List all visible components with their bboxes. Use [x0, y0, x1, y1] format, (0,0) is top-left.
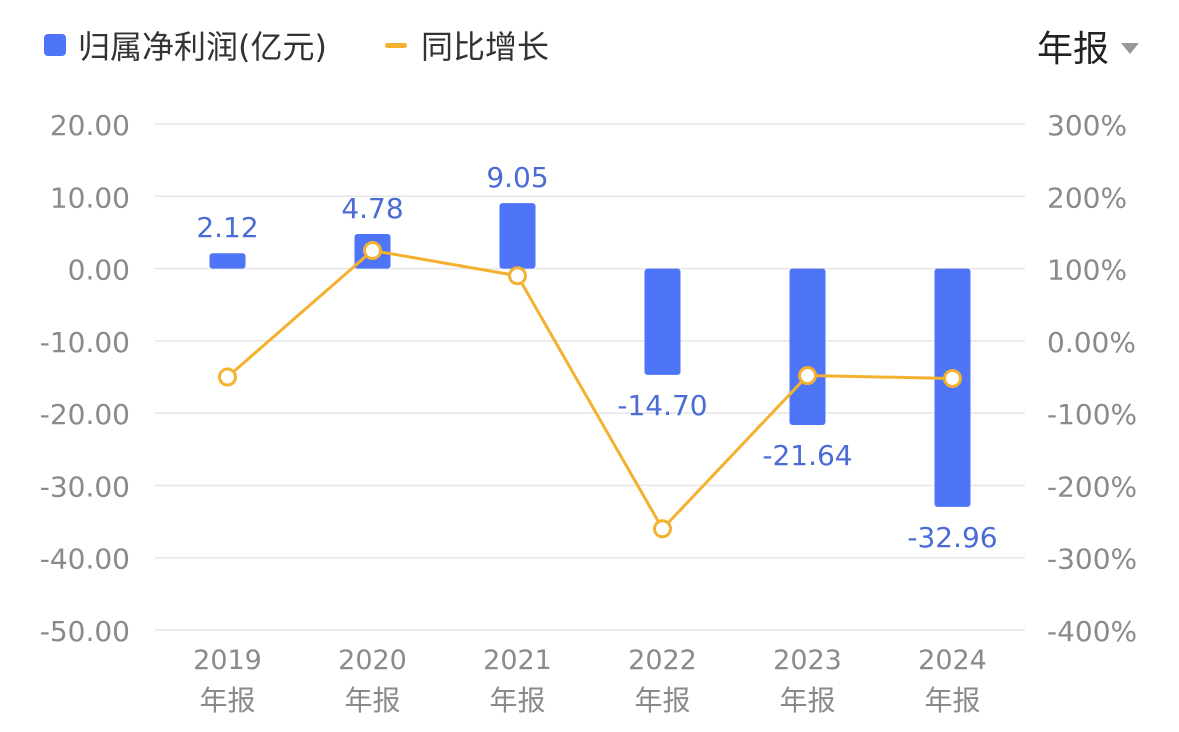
x-tick-label-year: 2022: [628, 645, 697, 676]
y-right-tick-label: 100%: [1047, 254, 1127, 287]
x-tick-label-period: 年报: [199, 684, 255, 717]
y-left-tick-label: 10.00: [50, 181, 130, 214]
y-right-tick-label: 0.00%: [1047, 326, 1136, 359]
bar-swatch-icon: [44, 34, 66, 56]
y-left-tick-label: -10.00: [40, 326, 130, 359]
y-right-tick-label: -100%: [1047, 398, 1137, 431]
growth-point: [653, 519, 672, 539]
y-right-tick-label: -300%: [1047, 543, 1137, 576]
growth-point: [363, 241, 382, 260]
bar-value-label: 4.78: [341, 192, 403, 225]
legend: 归属净利润(亿元) 同比增长: [44, 22, 607, 68]
x-tick-label-period: 年报: [779, 684, 835, 717]
x-tick-label-period: 年报: [344, 684, 400, 717]
y-right-tick-label: -400%: [1047, 615, 1137, 648]
y-left-tick-label: 0.00: [68, 254, 130, 287]
growth-point: [218, 367, 237, 387]
y-left-tick-label: 20.00: [50, 109, 130, 142]
legend-item-net-profit[interactable]: 归属净利润(亿元): [44, 22, 327, 68]
bar-value-label: 2.12: [196, 211, 258, 244]
legend-label-net-profit: 归属净利润(亿元): [78, 28, 327, 66]
bar: [209, 253, 246, 269]
growth-line: [226, 249, 953, 531]
x-tick-label-period: 年报: [489, 684, 545, 717]
y-left-tick-label: -50.00: [40, 615, 130, 648]
x-tick-label-year: 2020: [338, 645, 407, 676]
x-tick-label-year: 2024: [918, 645, 987, 676]
bar: [789, 268, 826, 425]
bar: [644, 268, 681, 375]
x-tick-label-period: 年报: [924, 684, 980, 717]
period-dropdown[interactable]: 年报: [1037, 20, 1139, 72]
y-left-tick-label: -40.00: [40, 543, 130, 576]
x-tick-label-period: 年报: [634, 684, 690, 717]
x-tick-label-year: 2021: [483, 645, 552, 676]
bar-value-label: 9.05: [486, 161, 548, 194]
bar-value-label: -32.96: [907, 521, 997, 554]
y-right-tick-label: 300%: [1047, 109, 1127, 142]
x-tick-label-year: 2023: [773, 645, 842, 676]
bar: [499, 203, 536, 269]
x-tick-label-year: 2019: [193, 645, 262, 676]
bar-value-label: -21.64: [762, 439, 852, 472]
legend-label-yoy-growth: 同比增长: [420, 28, 549, 66]
caret-down-icon: [1121, 42, 1139, 54]
growth-point: [508, 266, 527, 286]
y-right-tick-label: -200%: [1047, 470, 1137, 503]
growth-point: [943, 368, 962, 388]
line-swatch-icon: [384, 42, 407, 48]
period-dropdown-value: 年报: [1036, 29, 1109, 70]
bar-value-label: -14.70: [617, 389, 707, 422]
y-left-tick-label: -20.00: [40, 398, 130, 431]
y-right-tick-label: 200%: [1047, 181, 1127, 214]
growth-point: [798, 366, 817, 386]
y-left-tick-label: -30.00: [40, 470, 130, 503]
legend-item-yoy-growth[interactable]: 同比增长: [384, 22, 549, 68]
